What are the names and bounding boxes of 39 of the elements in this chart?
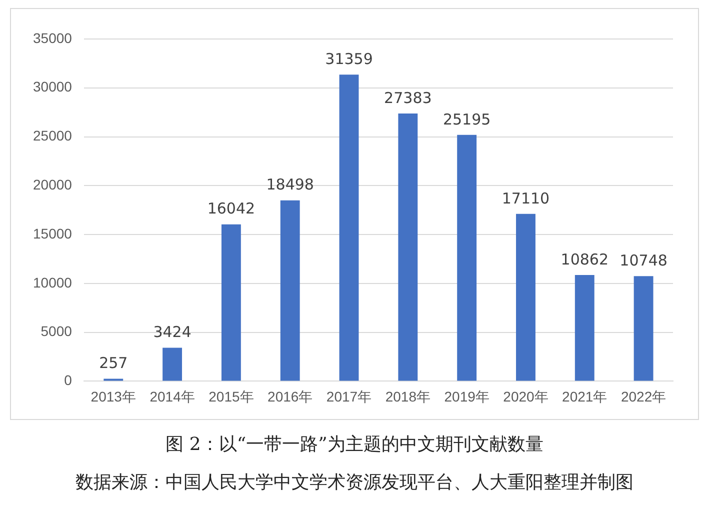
y-tick-label: 10000	[32, 274, 72, 290]
text: 图 2：以“一带一路”为主题的中文期刊文献数量	[164, 433, 544, 456]
data-label: 27383	[384, 88, 432, 107]
x-tick-label: 2018年	[385, 388, 430, 404]
x-tick-label: 2022年	[620, 388, 666, 404]
data-label: 10862	[560, 250, 608, 268]
source-note: 数据来源：中国人民大学中文学术资源发现平台、人大重阳整理并制图	[74, 471, 634, 494]
y-tick-label: 30000	[32, 78, 72, 95]
data-label: 257	[99, 354, 128, 372]
data-label: 17110	[502, 189, 550, 208]
x-tick-label: 2014年	[150, 388, 195, 404]
data-label: 10748	[620, 252, 668, 270]
y-tick-label: 25000	[32, 128, 72, 144]
x-tick-label: 2016年	[268, 388, 313, 404]
bar	[457, 134, 477, 381]
x-tick-label: 2021年	[562, 388, 608, 404]
bar	[516, 214, 536, 381]
bar	[339, 74, 359, 381]
data-label: 18498	[266, 176, 314, 194]
data-label: 31359	[325, 50, 373, 68]
bar	[221, 224, 241, 381]
y-tick-label: 15000	[32, 225, 72, 242]
x-tick-label: 2013年	[90, 388, 136, 404]
data-label: 3424	[153, 323, 192, 342]
data-label: 16042	[207, 200, 256, 218]
y-tick-label: 0	[64, 372, 72, 388]
bar	[574, 275, 594, 381]
bar	[162, 348, 182, 381]
data-label: 25195	[442, 110, 491, 128]
x-tick-label: 2015年	[208, 388, 254, 404]
x-tick-label: 2020年	[503, 388, 548, 404]
x-tick-label: 2017年	[326, 388, 372, 404]
y-tick-label: 5000	[40, 323, 72, 340]
bar	[280, 200, 300, 381]
y-tick-label: 20000	[32, 176, 72, 193]
bar	[634, 276, 654, 381]
x-tick-label: 2019年	[444, 388, 490, 404]
y-tick-label: 35000	[32, 30, 72, 46]
bar	[398, 113, 418, 381]
